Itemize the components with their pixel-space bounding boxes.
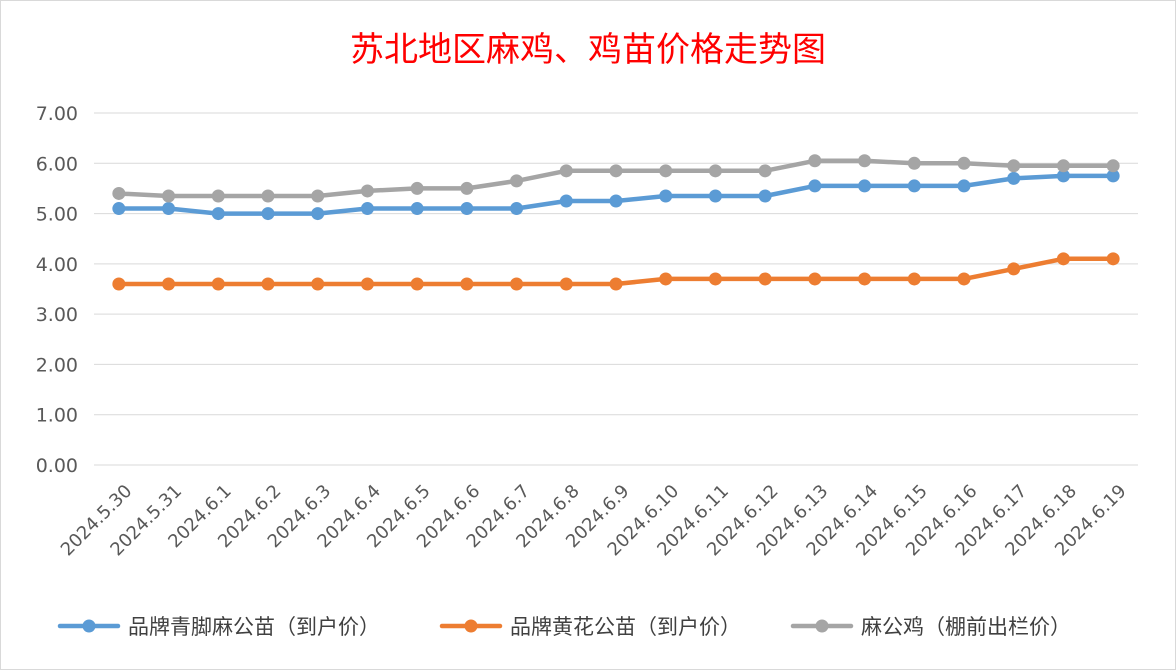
data-point (360, 184, 374, 198)
data-point (211, 189, 225, 203)
data-point (261, 189, 275, 203)
data-point (460, 181, 474, 195)
data-point (858, 272, 872, 286)
data-point (1056, 169, 1070, 183)
data-point (708, 189, 722, 203)
data-point (1007, 262, 1021, 276)
data-point (311, 189, 325, 203)
data-point (360, 202, 374, 216)
data-point (261, 277, 275, 291)
y-tick-label: 4.00 (36, 254, 78, 276)
data-point (808, 179, 822, 193)
data-point (758, 272, 772, 286)
data-point (609, 164, 623, 178)
data-point (410, 202, 424, 216)
data-point (162, 189, 176, 203)
data-point (708, 164, 722, 178)
data-point (957, 156, 971, 170)
data-point (1106, 252, 1120, 266)
data-point (609, 277, 623, 291)
data-point (162, 202, 176, 216)
data-point (808, 272, 822, 286)
legend-marker (464, 619, 478, 633)
data-point (858, 154, 872, 168)
data-point (311, 277, 325, 291)
data-point (659, 272, 673, 286)
data-point (211, 207, 225, 221)
data-point (112, 186, 126, 200)
data-point (907, 156, 921, 170)
data-point (808, 154, 822, 168)
data-point (659, 189, 673, 203)
data-point (1056, 252, 1070, 266)
data-point (609, 194, 623, 208)
data-point (907, 179, 921, 193)
legend-label: 品牌黄花公苗（到户价） (510, 615, 741, 639)
data-point (758, 164, 772, 178)
y-tick-label: 7.00 (36, 103, 78, 125)
data-point (510, 202, 524, 216)
y-tick-label: 6.00 (36, 153, 78, 175)
data-point (1106, 169, 1120, 183)
data-point (758, 189, 772, 203)
legend-marker (815, 619, 829, 633)
data-point (112, 202, 126, 216)
data-point (659, 164, 673, 178)
data-point (559, 194, 573, 208)
data-point (559, 164, 573, 178)
data-point (858, 179, 872, 193)
data-point (1056, 159, 1070, 173)
data-point (559, 277, 573, 291)
data-point (510, 174, 524, 188)
y-tick-label: 3.00 (36, 304, 78, 326)
data-point (708, 272, 722, 286)
data-point (510, 277, 524, 291)
data-point (1007, 159, 1021, 173)
data-point (460, 277, 474, 291)
data-point (360, 277, 374, 291)
data-point (957, 272, 971, 286)
data-point (410, 277, 424, 291)
y-tick-label: 1.00 (36, 405, 78, 427)
data-point (311, 207, 325, 221)
y-tick-label: 2.00 (36, 354, 78, 376)
data-point (1106, 159, 1120, 173)
y-tick-label: 5.00 (36, 204, 78, 226)
data-point (162, 277, 176, 291)
data-point (1007, 171, 1021, 185)
data-point (261, 207, 275, 221)
y-tick-label: 0.00 (36, 455, 78, 477)
data-point (410, 181, 424, 195)
data-point (957, 179, 971, 193)
legend-marker (82, 619, 96, 633)
legend-label: 麻公鸡（棚前出栏价） (861, 615, 1071, 639)
data-point (211, 277, 225, 291)
chart-title: 苏北地区麻鸡、鸡苗价格走势图 (350, 30, 826, 70)
data-point (112, 277, 126, 291)
data-point (460, 202, 474, 216)
legend-label: 品牌青脚麻公苗（到户价） (128, 615, 380, 639)
data-point (907, 272, 921, 286)
